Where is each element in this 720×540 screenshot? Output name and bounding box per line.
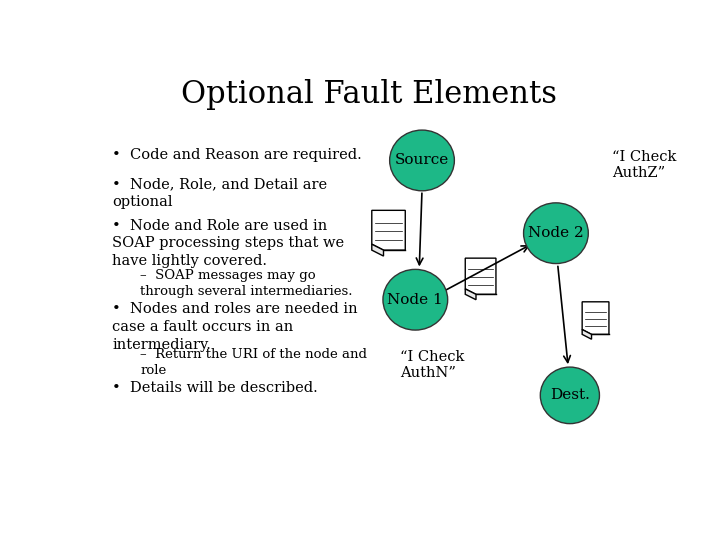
Ellipse shape	[523, 203, 588, 264]
Ellipse shape	[390, 130, 454, 191]
Text: Optional Fault Elements: Optional Fault Elements	[181, 79, 557, 110]
Text: •  Node and Role are used in
SOAP processing steps that we
have lightly covered.: • Node and Role are used in SOAP process…	[112, 219, 344, 268]
Polygon shape	[465, 289, 476, 300]
Text: •  Details will be described.: • Details will be described.	[112, 381, 318, 395]
Polygon shape	[372, 244, 384, 256]
Text: Dest.: Dest.	[550, 388, 590, 402]
Polygon shape	[582, 329, 592, 339]
Text: •  Nodes and roles are needed in
case a fault occurs in an
intermediary.: • Nodes and roles are needed in case a f…	[112, 302, 358, 352]
Polygon shape	[465, 258, 496, 294]
Ellipse shape	[383, 269, 448, 330]
Text: Source: Source	[395, 153, 449, 167]
Text: Node 1: Node 1	[387, 293, 444, 307]
Text: Node 2: Node 2	[528, 226, 584, 240]
Polygon shape	[582, 302, 609, 334]
Text: “I Check
AuthN”: “I Check AuthN”	[400, 349, 464, 380]
Ellipse shape	[540, 367, 600, 424]
Text: –  Return the URI of the node and
role: – Return the URI of the node and role	[140, 348, 367, 377]
Text: –  SOAP messages may go
through several intermediaries.: – SOAP messages may go through several i…	[140, 268, 353, 298]
Text: “I Check
AuthZ”: “I Check AuthZ”	[612, 150, 676, 180]
Text: •  Node, Role, and Detail are
optional: • Node, Role, and Detail are optional	[112, 177, 328, 209]
Text: •  Code and Reason are required.: • Code and Reason are required.	[112, 148, 362, 162]
Polygon shape	[372, 210, 405, 250]
